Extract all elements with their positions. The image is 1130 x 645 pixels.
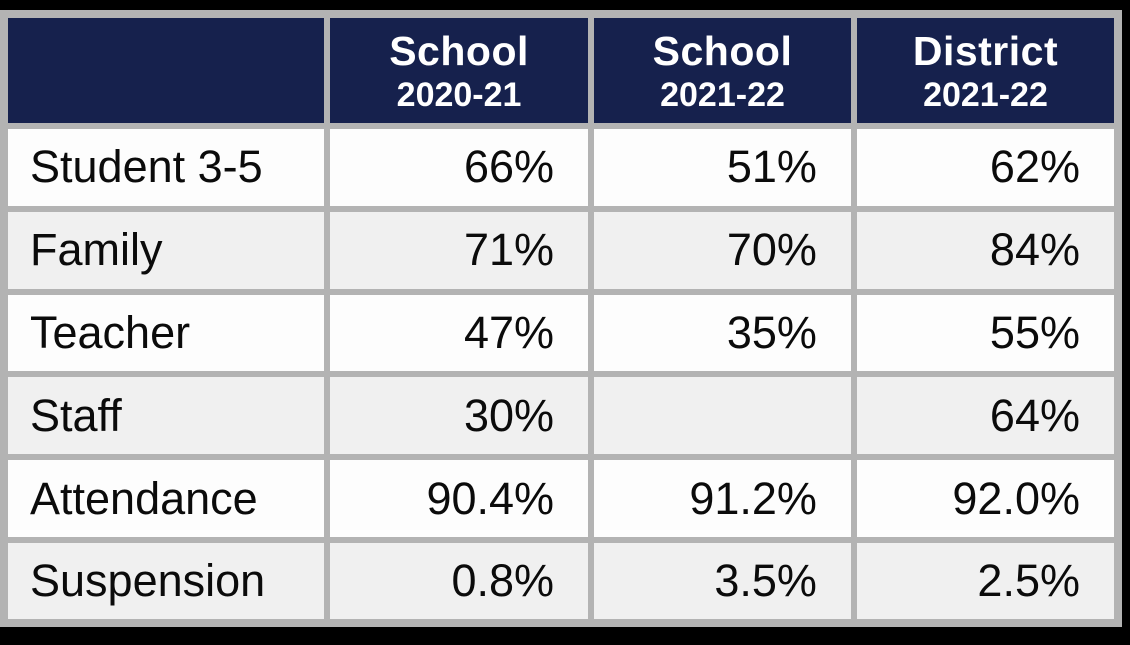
cell-value: 3.5% bbox=[588, 537, 857, 627]
cell-value: 70% bbox=[588, 205, 857, 295]
row-label: Suspension bbox=[0, 537, 331, 627]
cell-value-empty bbox=[588, 371, 857, 461]
header-row: School 2020-21 School 2021-22 District 2… bbox=[0, 10, 1123, 129]
cell-value: 51% bbox=[588, 123, 857, 212]
cell-value: 92.0% bbox=[850, 454, 1123, 544]
cell-value: 55% bbox=[850, 288, 1123, 378]
row-label: Staff bbox=[0, 371, 331, 461]
cell-value: 84% bbox=[850, 205, 1123, 295]
table-row-teacher: Teacher 47% 35% 55% bbox=[0, 288, 1123, 378]
cell-value: 0.8% bbox=[324, 537, 595, 627]
column-header-school-2020-21: School 2020-21 bbox=[324, 10, 595, 129]
cell-value: 62% bbox=[850, 123, 1123, 212]
cell-value: 2.5% bbox=[850, 537, 1123, 627]
table-row-suspension: Suspension 0.8% 3.5% 2.5% bbox=[0, 537, 1123, 627]
row-label: Student 3-5 bbox=[0, 123, 331, 212]
column-header-title: School bbox=[389, 27, 529, 74]
column-header-district-2021-22: District 2021-22 bbox=[850, 10, 1123, 129]
survey-results-table: School 2020-21 School 2021-22 District 2… bbox=[0, 10, 1123, 627]
cell-value: 66% bbox=[324, 123, 595, 212]
cell-value: 90.4% bbox=[324, 454, 595, 544]
table-row-staff: Staff 30% 64% bbox=[0, 371, 1123, 461]
column-header-title: District bbox=[912, 27, 1059, 74]
cell-value: 30% bbox=[324, 371, 595, 461]
row-label: Teacher bbox=[0, 288, 331, 378]
survey-results-table-frame: School 2020-21 School 2021-22 District 2… bbox=[0, 10, 1123, 627]
row-label: Family bbox=[0, 205, 331, 295]
table-row-student-3-5: Student 3-5 66% 51% 62% bbox=[0, 123, 1123, 212]
column-header-year: 2021-22 bbox=[923, 75, 1048, 114]
cell-value: 35% bbox=[588, 288, 857, 378]
cell-value: 91.2% bbox=[588, 454, 857, 544]
cell-value: 64% bbox=[850, 371, 1123, 461]
cell-value: 71% bbox=[324, 205, 595, 295]
corner-cell bbox=[0, 10, 331, 129]
column-header-year: 2020-21 bbox=[396, 75, 522, 114]
column-header-school-2021-22: School 2021-22 bbox=[588, 10, 857, 129]
row-label: Attendance bbox=[0, 454, 331, 544]
column-header-year: 2021-22 bbox=[660, 75, 785, 114]
column-header-title: School bbox=[652, 27, 793, 74]
cell-value: 47% bbox=[324, 288, 595, 378]
table-row-attendance: Attendance 90.4% 91.2% 92.0% bbox=[0, 454, 1123, 544]
table-row-family: Family 71% 70% 84% bbox=[0, 205, 1123, 295]
